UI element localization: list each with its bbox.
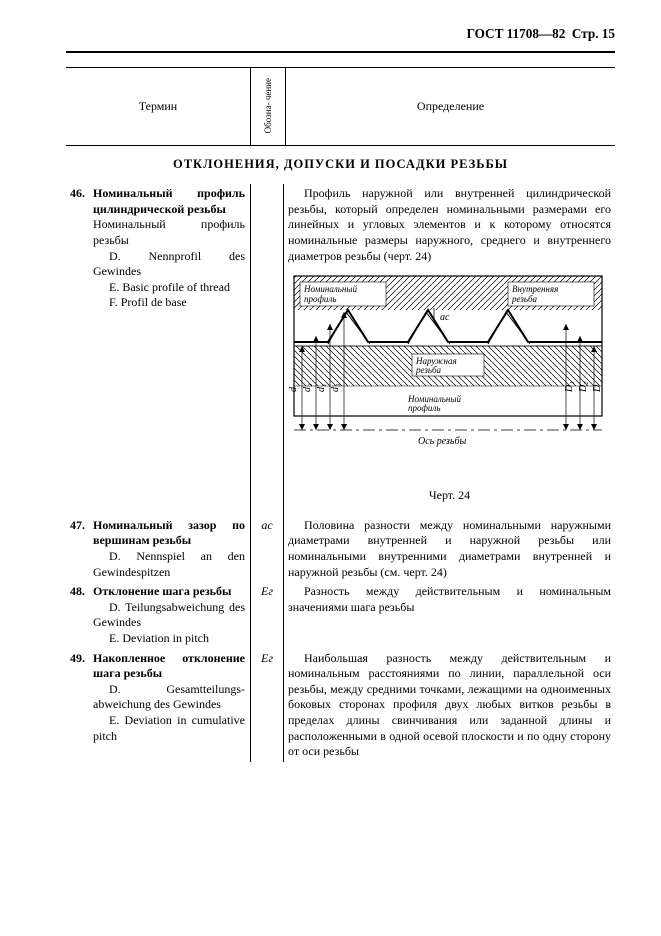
fig-dim-d3: d₃: [330, 383, 341, 392]
fig-label-ac: aс: [440, 312, 450, 323]
column-header-row: Термин Обозна- чение Определение: [66, 67, 615, 146]
symbol-cell: [251, 184, 284, 516]
term-lang-e: E. Deviation in pitch: [93, 631, 209, 645]
fig-label-nomprofile: Номинальный: [303, 284, 357, 294]
fig-dim-Dcap: D: [592, 384, 603, 393]
term-lang-d: D. Nennprofil des Gewindes: [93, 249, 245, 279]
table-row: 48. Отклонение шага резьбы D. Teilungsab…: [66, 582, 615, 648]
item-number: 46.: [70, 186, 90, 202]
section-title: ОТКЛОНЕНИЯ, ДОПУСКИ И ПОСАДКИ РЕЗЬБЫ: [66, 156, 615, 172]
symbol-cell: Eг: [251, 649, 284, 762]
term-lang-d: D. Gesamtteilungs­abweichung des Gewinde…: [93, 682, 245, 712]
term-lang-e: E. Deviation in cu­mulative pitch: [93, 713, 245, 743]
svg-text:резьба: резьба: [511, 294, 538, 304]
term-title-plain: Номинальный профиль резьбы: [93, 217, 245, 247]
content-table: 46. Номинальный профиль цилиндрической р…: [66, 184, 615, 761]
item-number: 47.: [70, 518, 90, 534]
col-header-symbol: Обозна- чение: [251, 67, 286, 145]
table-row: 49. Накопленное отклонение шага резьбы D…: [66, 649, 615, 762]
col-header-definition: Определение: [286, 67, 616, 145]
item-number: 48.: [70, 584, 90, 600]
table-row: 46. Номинальный профиль цилиндрической р…: [66, 184, 615, 516]
fig-dim-D1: D₁: [564, 382, 575, 394]
rule-top: [66, 51, 615, 53]
fig-label-internal: Внутренняя: [512, 284, 558, 294]
doc-id: ГОСТ 11708—82: [467, 26, 566, 41]
svg-text:резьба: резьба: [415, 365, 442, 375]
table-row: 47. Номинальный зазор по вершинам резьбы…: [66, 516, 615, 582]
symbol-cell: aс: [251, 516, 284, 582]
term-title-bold: Номинальный профиль цилиндрической резьб…: [93, 186, 245, 216]
page-num: Стр. 15: [572, 26, 615, 41]
term-lang-e: E. Basic profile of thread: [93, 280, 230, 294]
definition-text: Профиль наружной или внутренней цилиндри…: [288, 186, 611, 264]
definition-text: Половина разности между номинальными нар…: [288, 518, 611, 580]
fig-dim-D2: D₂: [578, 381, 589, 393]
svg-text:профиль: профиль: [304, 294, 336, 304]
col-header-term: Термин: [66, 67, 251, 145]
fig-dim-d1: d₁: [316, 384, 327, 392]
item-number: 49.: [70, 651, 90, 667]
figure-caption: Черт. 24: [288, 488, 611, 504]
symbol-cell: Eг: [251, 582, 284, 648]
term-lang-f: F. Profil de base: [93, 295, 187, 309]
term-lang-d: D. Nennspiel an den Gewinde­spitzen: [93, 549, 245, 579]
term-title-bold: Отклонение шага резьбы: [93, 584, 231, 598]
svg-text:профиль: профиль: [408, 403, 440, 413]
term-title-bold: Накопленное отклонение шага резьбы: [93, 651, 245, 681]
fig-dim-d2: d₂: [302, 383, 313, 392]
figure-24: aс Номинальный профиль Внутренняя резьба…: [288, 272, 611, 482]
definition-text: Разность между действительным и номиналь…: [288, 584, 611, 615]
fig-label-axis: Ось резьбы: [418, 436, 466, 447]
definition-text: Наибольшая разность между действительным…: [288, 651, 611, 760]
page-header: ГОСТ 11708—82 Стр. 15: [66, 26, 615, 43]
term-title-bold: Номинальный зазор по вершинам резьбы: [93, 518, 245, 548]
term-lang-d: D. Teilungsabwei­chung des Ge­windes: [93, 600, 245, 630]
